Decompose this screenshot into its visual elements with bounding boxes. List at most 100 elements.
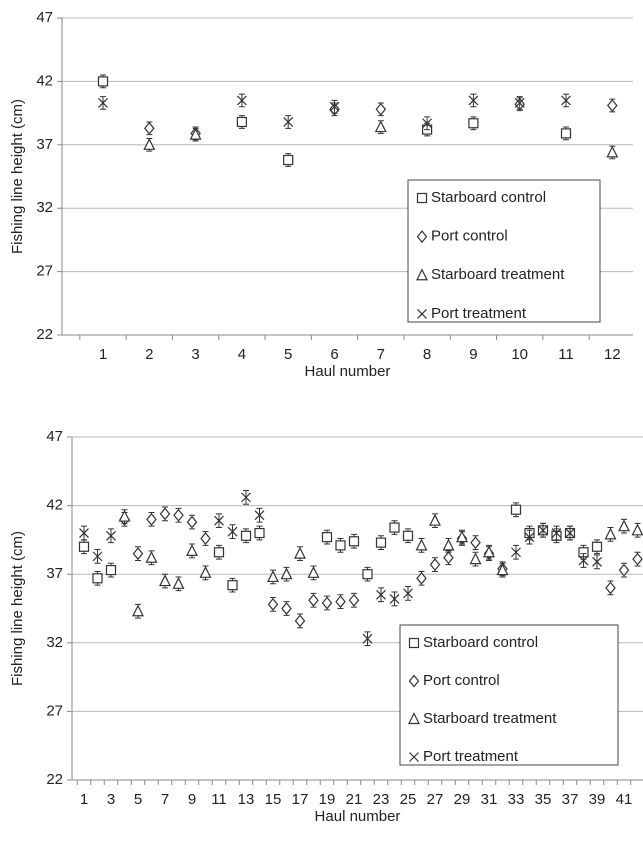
marker-diamond (173, 508, 184, 522)
marker-triangle (416, 268, 428, 281)
marker-triangle (143, 137, 156, 150)
marker-x (98, 98, 108, 108)
legend-label: Starboard treatment (431, 266, 565, 283)
y-tick-label: 47 (46, 428, 63, 445)
marker-square (468, 118, 479, 129)
marker-triangle (132, 604, 144, 617)
marker-diamond (144, 121, 155, 135)
x-tick-label: 7 (161, 791, 169, 808)
marker-triangle (606, 145, 619, 158)
marker-diamond (335, 595, 346, 609)
marker-triangle (307, 565, 320, 578)
marker-diamond (146, 512, 157, 526)
series (118, 509, 643, 619)
series (78, 502, 603, 593)
marker-diamond (408, 674, 420, 688)
marker-diamond (470, 536, 481, 550)
x-tick-label: 31 (481, 791, 498, 808)
marker-diamond (429, 558, 441, 572)
x-tick-label: 29 (454, 791, 471, 808)
marker-square (389, 522, 400, 533)
y-tick-label: 27 (46, 702, 63, 719)
legend-box (407, 179, 601, 323)
marker-triangle (429, 513, 441, 526)
marker-triangle (186, 544, 198, 556)
marker-diamond (348, 593, 360, 607)
y-tick-label: 42 (36, 72, 53, 89)
marker-triangle (159, 574, 171, 587)
x-tick-label: 19 (319, 791, 336, 808)
marker-triangle (408, 712, 420, 725)
marker-square (236, 116, 247, 128)
series (143, 120, 619, 160)
legend-box (399, 624, 619, 766)
x-tick-label: 35 (535, 791, 552, 808)
marker-triangle (199, 565, 212, 578)
marker-x (79, 528, 89, 538)
marker-x (362, 633, 373, 644)
marker-diamond (132, 547, 144, 561)
marker-diamond (416, 571, 427, 585)
marker-x (329, 101, 340, 112)
marker-triangle (604, 527, 617, 540)
x-tick-label: 5 (284, 346, 292, 363)
x-tick-label: 9 (188, 791, 196, 808)
marker-x (422, 118, 433, 129)
marker-square (510, 504, 522, 515)
marker-x (254, 510, 265, 521)
marker-x (514, 98, 525, 108)
marker-square (92, 573, 103, 584)
marker-triangle (374, 120, 387, 133)
y-axis-title: Fishing line height (cm) (9, 99, 26, 254)
legend-label: Starboard treatment (423, 710, 557, 727)
marker-x (409, 752, 419, 762)
marker-diamond (443, 551, 454, 565)
marker-square (105, 564, 117, 576)
marker-x (592, 556, 602, 567)
marker-x (538, 525, 548, 536)
marker-triangle (172, 576, 185, 589)
marker-square (416, 192, 428, 204)
marker-triangle (483, 545, 495, 558)
marker-square (97, 76, 109, 87)
x-tick-label: 10 (511, 346, 528, 363)
marker-diamond (159, 507, 171, 521)
marker-diamond (321, 596, 333, 610)
y-tick-label: 32 (46, 634, 63, 651)
marker-diamond (308, 593, 319, 607)
marker-square (227, 580, 238, 591)
x-axis-title: Haul number (315, 808, 401, 825)
marker-x (106, 530, 116, 541)
y-tick-label: 37 (36, 136, 53, 153)
x-tick-label: 12 (604, 346, 621, 363)
x-tick-label: 8 (423, 346, 431, 363)
x-tick-label: 41 (616, 791, 633, 808)
marker-square (254, 527, 265, 539)
y-tick-label: 42 (46, 497, 63, 514)
series (98, 93, 571, 131)
x-tick-label: 4 (238, 346, 246, 363)
marker-triangle (145, 550, 158, 563)
x-tick-label: 6 (330, 346, 338, 363)
y-tick-label: 27 (36, 263, 53, 280)
x-tick-label: 5 (134, 791, 142, 808)
x-tick-label: 39 (589, 791, 606, 808)
marker-square (362, 569, 373, 580)
x-axis-title: Haul number (305, 363, 391, 380)
x-tick-label: 1 (80, 791, 88, 808)
marker-x (241, 492, 251, 503)
marker-diamond (605, 581, 616, 595)
legend-label: Starboard control (431, 189, 546, 206)
x-tick-label: 13 (238, 791, 255, 808)
x-tick-label: 21 (346, 791, 363, 808)
marker-triangle (496, 563, 509, 576)
x-tick-label: 3 (191, 346, 199, 363)
x-tick-label: 23 (373, 791, 390, 808)
marker-x (214, 515, 224, 526)
marker-diamond (607, 99, 618, 112)
x-tick-label: 11 (558, 346, 574, 363)
marker-x (389, 593, 400, 604)
legend-label: Port treatment (423, 748, 519, 765)
